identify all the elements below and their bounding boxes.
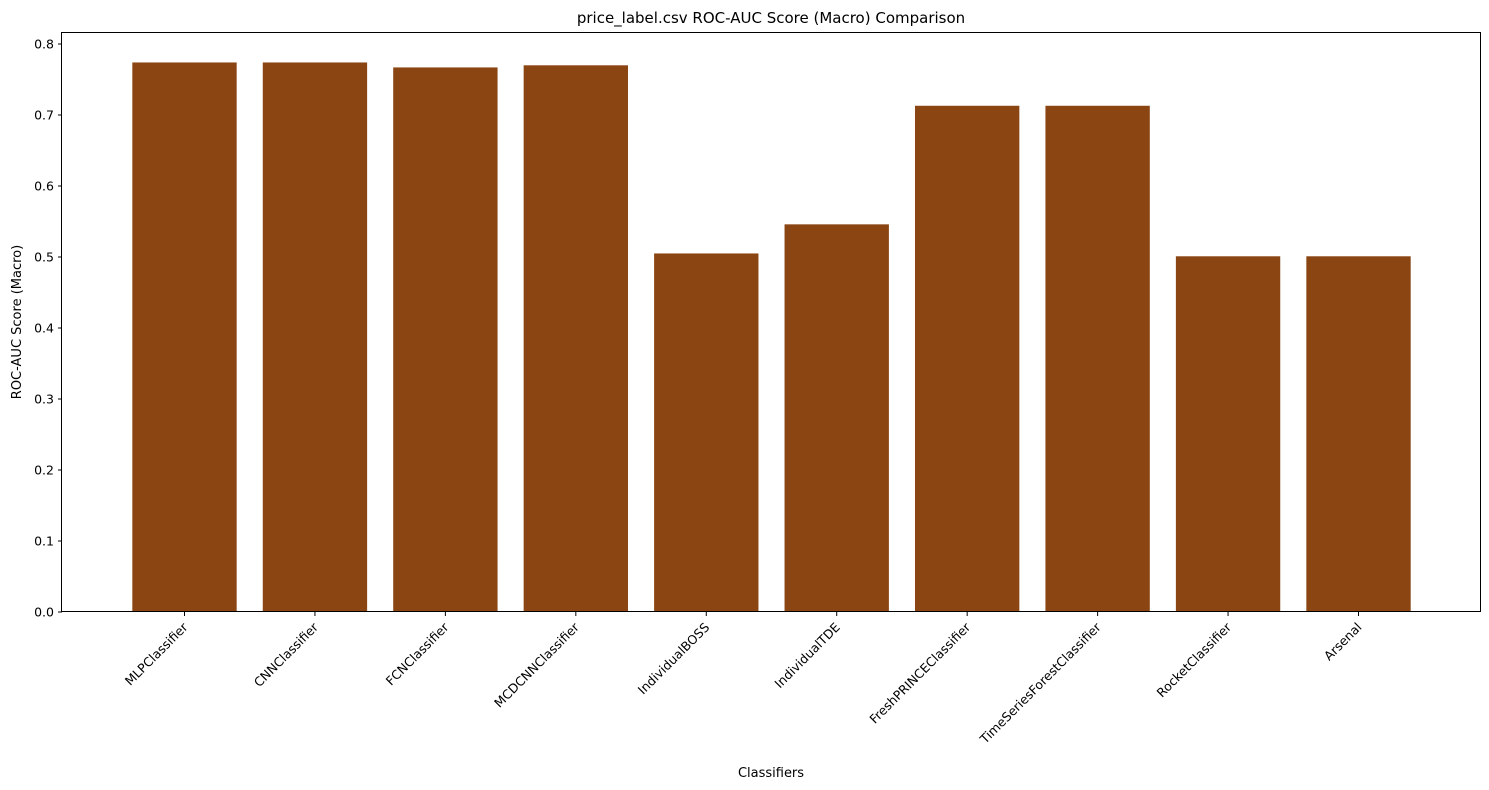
bar-fcnclassifier <box>393 67 498 613</box>
y-axis: 0.0 0.1 0.2 0.3 0.4 0.5 0.6 0.7 0.8 <box>34 37 62 620</box>
x-axis: MLPClassifier CNNClassifier FCNClassifier M… <box>122 612 1365 747</box>
bar-individualtde <box>784 224 889 612</box>
y-axis-label: ROC-AUC Score (Macro) <box>10 245 25 399</box>
x-axis-label: Classifiers <box>738 766 804 781</box>
y-tick-label: 0.3 <box>34 392 54 407</box>
chart-title: price_label.csv ROC-AUC Score (Macro) Co… <box>577 9 965 28</box>
y-tick-label: 0.5 <box>34 250 54 265</box>
x-tick-label: CNNClassifier <box>251 619 322 690</box>
x-tick-label: IndividualTDE <box>771 619 843 691</box>
bar-individualboss <box>654 253 759 612</box>
x-tick-label: Arsenal <box>1321 620 1365 664</box>
bar-freshprinceclassifier <box>914 105 1020 613</box>
y-tick-label: 0.4 <box>34 321 54 336</box>
bar-mlpclassifier <box>132 62 237 612</box>
y-tick-label: 0.1 <box>34 534 54 549</box>
x-tick-label: RocketClassifier <box>1154 619 1235 700</box>
y-tick-label: 0.8 <box>34 37 54 52</box>
x-tick-label: IndividualBOSS <box>635 619 713 697</box>
bars-group <box>132 62 1411 613</box>
bar-arsenal <box>1306 256 1411 612</box>
plot-frame <box>61 32 1481 612</box>
bar-timeseriesforestclassifier <box>1045 105 1150 613</box>
x-tick-label: FCNClassifier <box>383 619 452 688</box>
x-tick-label: TimeSeriesForestClassifier <box>976 619 1104 747</box>
y-tick-label: 0.2 <box>34 463 54 478</box>
bar-cnnclassifier <box>262 62 368 612</box>
y-tick-label: 0.7 <box>34 108 54 123</box>
bar-mcdcnnclassifier <box>523 65 629 613</box>
y-tick-label: 0.0 <box>34 605 54 620</box>
x-tick-label: MCDCNNClassifier <box>491 619 583 711</box>
y-tick-label: 0.6 <box>34 179 54 194</box>
x-tick-label: FreshPRINCEClassifier <box>866 619 974 727</box>
bar-rocketclassifier <box>1175 256 1281 612</box>
x-tick-label: MLPClassifier <box>122 619 191 688</box>
